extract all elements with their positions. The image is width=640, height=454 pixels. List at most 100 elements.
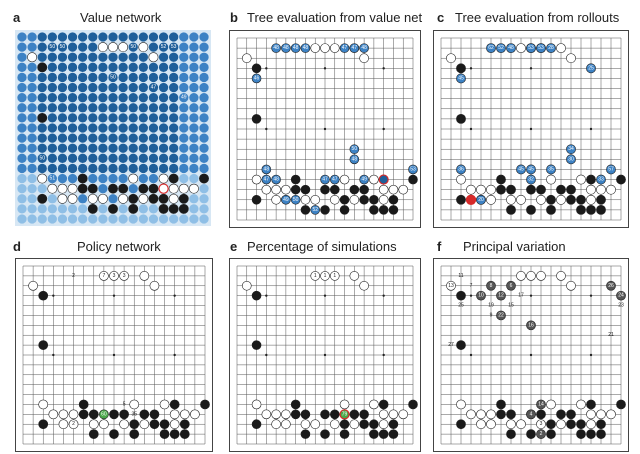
white-stone <box>486 194 496 205</box>
white-stone <box>606 409 616 420</box>
value-cell <box>47 103 57 113</box>
move-label: 47 <box>322 177 328 183</box>
value-cell <box>148 163 159 174</box>
value-cell <box>179 153 189 163</box>
black-stone <box>158 193 169 204</box>
value-cell <box>158 163 169 174</box>
black-stone <box>300 429 311 439</box>
move-label: 50 <box>352 146 358 152</box>
value-cell <box>78 42 88 52</box>
white-stone <box>556 194 566 205</box>
variation-stone <box>616 290 626 301</box>
move-label: 53 <box>528 45 534 51</box>
value-cell <box>78 143 88 153</box>
white-stone <box>398 409 409 420</box>
black-stone <box>456 340 466 350</box>
value-estimate-stone <box>261 164 272 175</box>
white-stone <box>300 419 311 430</box>
star-point <box>265 67 268 70</box>
value-cell <box>78 153 88 163</box>
black-stone <box>566 184 576 195</box>
value-cell <box>169 113 179 123</box>
white-stone <box>456 399 466 410</box>
value-cell <box>179 173 189 184</box>
value-cell <box>88 214 98 224</box>
value-cell <box>169 52 179 62</box>
white-stone <box>349 419 360 430</box>
value-cell <box>199 32 209 42</box>
variation-stone <box>606 280 616 291</box>
move-label: 46 <box>254 75 260 81</box>
black-stone <box>329 184 340 195</box>
white-stone <box>67 183 78 194</box>
value-cell <box>108 52 118 62</box>
move-label: 7 <box>470 283 473 289</box>
white-stone <box>68 409 79 420</box>
value-cell <box>17 42 27 52</box>
value-cell <box>138 93 148 103</box>
value-cell <box>169 133 179 143</box>
value-cell <box>148 93 159 103</box>
star-point <box>323 127 327 131</box>
value-cell <box>67 133 78 143</box>
black-stone <box>349 184 360 195</box>
value-cell <box>128 42 138 52</box>
black-stone <box>369 194 379 205</box>
white-stone <box>576 399 586 410</box>
move-label: 14 <box>538 401 544 407</box>
value-cell <box>138 123 148 133</box>
white-stone <box>506 194 516 205</box>
star-point <box>323 353 327 357</box>
panel-letter: f <box>437 239 442 254</box>
white-stone <box>261 409 272 420</box>
value-cell <box>179 62 189 72</box>
move-label: 50 <box>293 197 299 203</box>
value-cell <box>27 143 37 153</box>
value-cell <box>148 62 159 72</box>
value-cell <box>169 123 179 133</box>
rollout-estimate-stone <box>516 164 526 175</box>
value-cell <box>17 93 27 103</box>
value-cell <box>27 103 37 113</box>
value-cell <box>118 82 128 93</box>
value-cell <box>138 103 148 113</box>
value-cell <box>78 204 88 214</box>
rollout-estimate-stone <box>456 164 466 175</box>
value-cell <box>118 32 128 42</box>
black-stone <box>456 63 466 74</box>
value-cell <box>98 163 108 174</box>
value-cell <box>78 163 88 174</box>
move-label: 12 <box>498 293 504 299</box>
value-cell <box>47 143 57 153</box>
panel-title: Tree evaluation from value net <box>247 10 423 25</box>
rollout-estimate-stone <box>496 43 506 54</box>
value-cell <box>138 173 148 184</box>
value-cell <box>27 184 37 194</box>
white-stone <box>369 399 379 410</box>
value-estimate-stone <box>290 194 301 205</box>
move-label: 9 <box>490 312 493 318</box>
white-stone <box>556 43 566 54</box>
value-cell <box>158 42 169 52</box>
value-cell <box>108 32 118 42</box>
star-point <box>529 294 533 297</box>
value-cell <box>27 194 37 204</box>
panel-letter: c <box>437 10 445 25</box>
white-stone <box>158 173 169 184</box>
variation-stone <box>526 320 536 331</box>
simulations-board: 111207979 <box>229 258 421 452</box>
white-stone <box>139 419 150 430</box>
value-cell <box>88 72 98 83</box>
value-cell <box>158 62 169 72</box>
value-cell <box>148 123 159 133</box>
black-stone <box>496 174 506 185</box>
move-label: 79 <box>342 411 348 417</box>
black-stone <box>178 203 189 214</box>
white-stone <box>586 409 596 420</box>
value-cell <box>148 204 159 214</box>
black-stone <box>139 409 150 420</box>
move-label: 5 <box>540 411 543 417</box>
value-cell <box>27 153 37 163</box>
value-cell <box>169 42 179 52</box>
value-cell <box>189 82 199 93</box>
